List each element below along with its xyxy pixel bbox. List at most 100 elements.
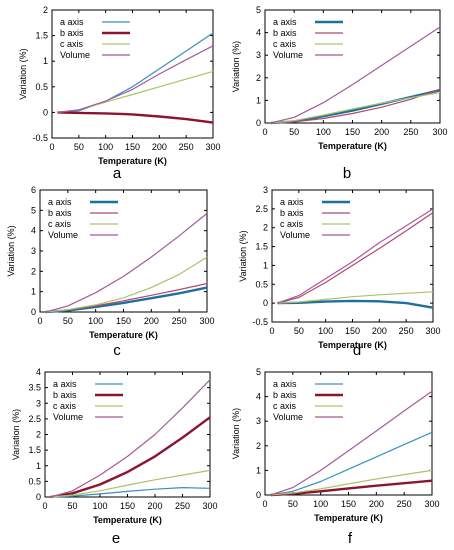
panel-letter: d [353, 342, 361, 359]
legend-label: Volume [60, 50, 90, 60]
x-tick-label: 0 [37, 316, 42, 326]
x-tick-label: 0 [262, 499, 267, 509]
chart-panel-c: 0 50 100 150 200 250 300 0 1 2 3 4 5 6 Temperature (K)… [6, 185, 215, 359]
x-tick-label: 300 [424, 499, 439, 509]
legend-label: c axis [280, 219, 304, 229]
x-tick-label: 100 [92, 501, 107, 511]
y-tick-label: 3 [36, 398, 41, 408]
series-line-b-axis [270, 88, 441, 124]
legend-label: c axis [48, 219, 72, 229]
series-line-c-axis [270, 469, 433, 496]
legend-label: Volume [48, 230, 78, 240]
y-tick-label: 3 [256, 50, 261, 60]
y-tick-label: 2 [43, 5, 48, 15]
x-tick-label: 100 [316, 127, 331, 137]
series-line-volume [270, 26, 441, 124]
y-tick-label: 5 [31, 205, 36, 215]
x-tick-label: 300 [205, 142, 220, 152]
legend-label: c axis [273, 401, 297, 411]
x-tick-label: 200 [372, 326, 387, 336]
x-tick-label: 300 [425, 326, 440, 336]
series-line-c-axis [277, 291, 434, 304]
y-axis-label: Variation (%) [231, 408, 241, 459]
legend-label: b axis [53, 390, 77, 400]
y-tick-label: 5 [256, 5, 261, 15]
y-tick-label: 4 [256, 392, 261, 402]
x-tick-label: 150 [125, 142, 140, 152]
y-tick-label: 2 [31, 266, 36, 276]
x-tick-label: 200 [369, 499, 384, 509]
x-tick-label: 250 [175, 501, 190, 511]
legend-label: c axis [273, 39, 297, 49]
legend-label: c axis [60, 39, 84, 49]
series-line-b-axis [57, 111, 214, 124]
y-tick-label: 0.5 [255, 279, 268, 289]
legend-label: a axis [48, 197, 72, 207]
y-axis-label: Variation (%) [11, 409, 21, 460]
y-tick-label: -0.5 [252, 317, 268, 327]
y-tick-label: 4 [256, 28, 261, 38]
legend-label: b axis [273, 28, 297, 38]
y-tick-label: 2 [36, 430, 41, 440]
panel-letter: b [343, 165, 351, 182]
x-axis-label: Temperature (K) [318, 340, 387, 350]
x-tick-label: 100 [88, 316, 103, 326]
series-line-volume [57, 45, 214, 113]
y-tick-label: 1 [263, 260, 268, 270]
legend-label: a axis [60, 17, 84, 27]
series-line-volume [50, 379, 211, 498]
y-tick-label: 1 [256, 95, 261, 105]
legend-label: Volume [273, 50, 303, 60]
y-tick-label: 4 [36, 367, 41, 377]
legend-label: Volume [53, 412, 83, 422]
x-tick-label: 250 [397, 499, 412, 509]
series-line-b-axis [45, 282, 208, 313]
series-line-volume [277, 208, 434, 304]
y-tick-label: 1 [43, 56, 48, 66]
y-tick-label: 3 [263, 185, 268, 195]
x-tick-label: 200 [147, 501, 162, 511]
legend-label: Volume [273, 412, 303, 422]
chart-panel-e: 0 50 100 150 200 250 300 0 0.5 1 1.5 2 2.5 3 3.5 4 Tempe… [11, 367, 218, 547]
x-tick-label: 300 [199, 316, 214, 326]
series-line-c-axis [57, 70, 214, 113]
x-tick-label: 50 [294, 326, 304, 336]
legend-label: a axis [280, 197, 304, 207]
y-tick-label: 3 [256, 416, 261, 426]
x-tick-label: 0 [269, 326, 274, 336]
legend-label: Volume [280, 230, 310, 240]
y-axis-label: Variation (%) [6, 225, 16, 276]
y-tick-label: 1.5 [28, 445, 41, 455]
x-tick-label: 150 [120, 501, 135, 511]
y-tick-label: 0 [263, 298, 268, 308]
x-tick-label: 0 [42, 501, 47, 511]
x-tick-label: 250 [403, 127, 418, 137]
x-axis-label: Temperature (K) [93, 515, 162, 525]
x-tick-label: 200 [374, 127, 389, 137]
y-tick-label: 0 [256, 490, 261, 500]
x-tick-label: 150 [345, 326, 360, 336]
x-tick-label: 300 [202, 501, 217, 511]
legend-label: b axis [60, 28, 84, 38]
panel-letter: a [113, 165, 122, 182]
y-tick-label: 2 [256, 73, 261, 83]
y-tick-label: 3 [31, 246, 36, 256]
x-tick-label: 50 [289, 127, 299, 137]
x-tick-label: 100 [313, 499, 328, 509]
series-line-a-axis [270, 89, 441, 125]
series-line-volume [270, 390, 433, 496]
panel-letter: f [348, 530, 353, 547]
x-axis-label: Temperature (K) [318, 141, 387, 151]
y-tick-label: 5 [256, 367, 261, 377]
x-axis-label: Temperature (K) [89, 330, 158, 340]
y-tick-label: 0 [43, 107, 48, 117]
y-tick-label: 3.5 [28, 383, 41, 393]
y-tick-label: 1.5 [35, 31, 48, 41]
series-line-b-axis [50, 416, 211, 499]
y-tick-label: 0 [31, 307, 36, 317]
panel-letter: c [113, 342, 121, 359]
y-tick-label: 1.5 [255, 242, 268, 252]
legend-label: b axis [280, 208, 304, 218]
x-tick-label: 150 [345, 127, 360, 137]
